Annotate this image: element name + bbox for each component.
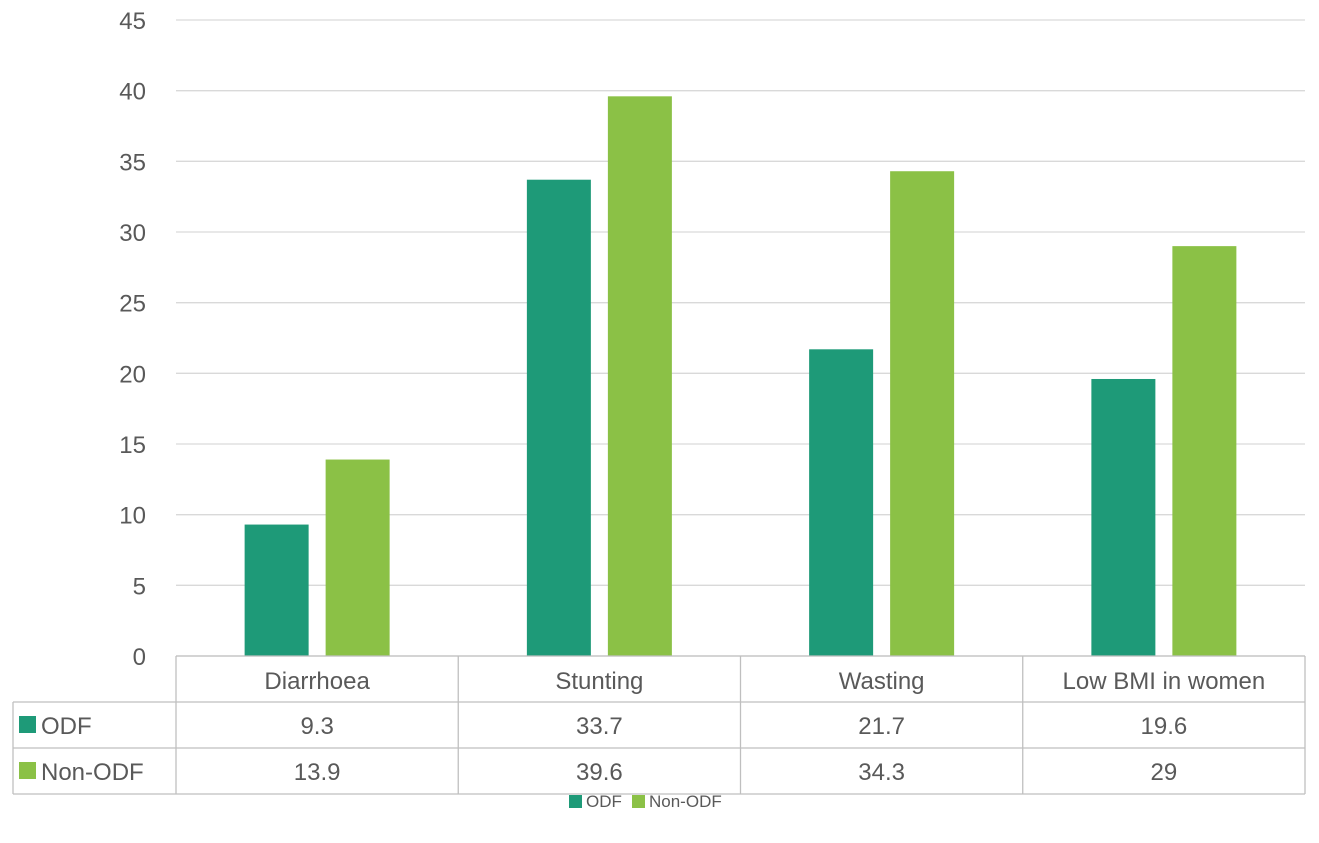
table-cell: 13.9 [294,759,341,786]
table-header-cell: Stunting [555,668,643,695]
bar-odf-low-bmi-in-women [1091,378,1156,656]
bar-non-odf-stunting [607,96,672,656]
table-header-cell: Low BMI in women [1063,668,1266,695]
y-tick-label: 45 [119,8,146,35]
table-row-label: Non-ODF [41,759,144,786]
bar-odf-diarrhoea [244,524,309,656]
y-tick-label: 30 [119,220,146,247]
bar-odf-wasting [809,349,874,656]
bar-non-odf-wasting [890,171,955,656]
table-legend-key [19,716,36,733]
table-legend-key [19,762,36,779]
legend: ODF Non-ODF [569,792,722,811]
y-tick-label: 25 [119,291,146,318]
legend-label: Non-ODF [649,792,722,811]
data-table: Diarrhoea Stunting Wasting Low BMI in women… [12,655,1306,795]
legend-swatch [632,795,645,808]
table-header-cell: Wasting [839,668,925,695]
table-cell: 19.6 [1141,713,1188,740]
table-cell: 21.7 [858,713,905,740]
y-tick-label: 20 [119,361,146,388]
table-cell: 34.3 [858,759,905,786]
y-tick-label: 5 [133,573,146,600]
y-axis-ticks: 0 5 10 15 20 25 30 35 40 45 [119,8,146,671]
bar-non-odf-diarrhoea [325,459,390,656]
y-tick-label: 35 [119,149,146,176]
table-cell: 33.7 [576,713,623,740]
table-header-cell: Diarrhoea [264,668,370,695]
bars [244,96,1237,656]
y-tick-label: 10 [119,503,146,530]
legend-label: ODF [586,792,622,811]
legend-swatch [569,795,582,808]
bar-odf-stunting [526,179,591,656]
y-tick-label: 0 [133,644,146,671]
table-cell: 39.6 [576,759,623,786]
table-cell: 29 [1151,759,1178,786]
table-row-label: ODF [41,713,92,740]
table-cell: 9.3 [300,713,333,740]
bar-non-odf-low-bmi-in-women [1172,246,1237,656]
y-tick-label: 40 [119,79,146,106]
y-tick-label: 15 [119,432,146,459]
